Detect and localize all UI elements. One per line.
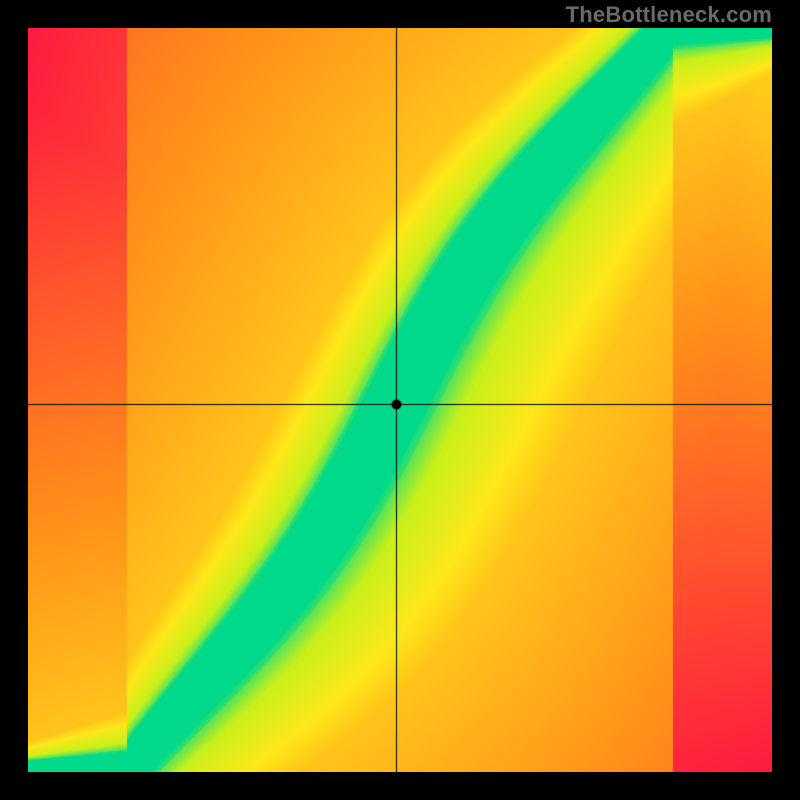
chart-container: TheBottleneck.com (0, 0, 800, 800)
heatmap-canvas (28, 28, 772, 772)
heatmap-plot (28, 28, 772, 772)
watermark-text: TheBottleneck.com (566, 2, 772, 28)
